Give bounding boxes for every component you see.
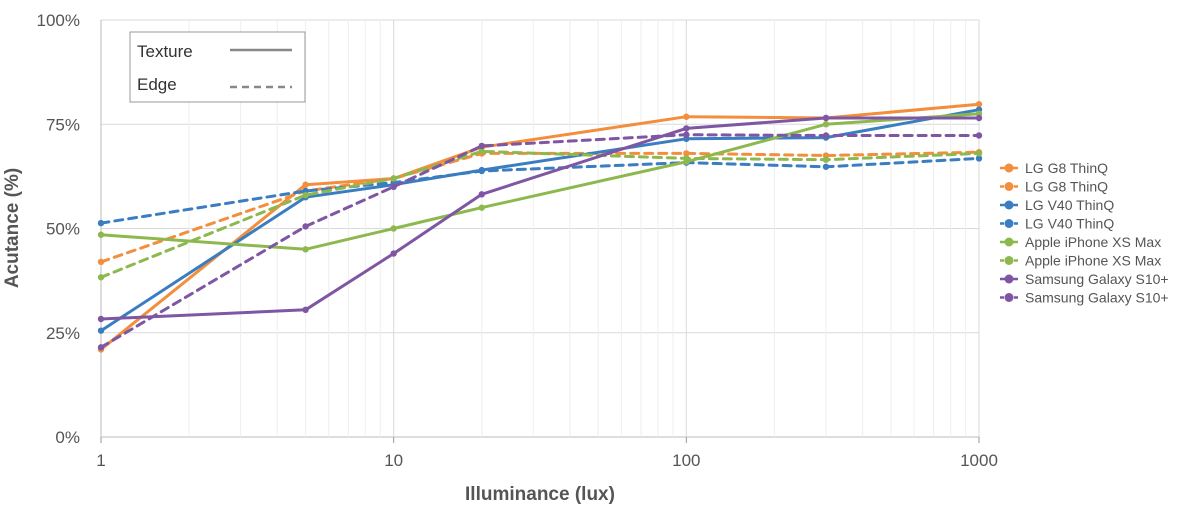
data-point — [302, 181, 309, 188]
data-point — [975, 114, 983, 122]
line-style-legend: Texture Edge — [129, 31, 306, 103]
data-point — [975, 132, 983, 139]
series-lines — [97, 101, 983, 353]
data-point — [390, 175, 397, 182]
legend-entry-label: Samsung Galaxy S10+ — [1025, 290, 1169, 306]
series-line-6 — [99, 116, 981, 321]
data-point — [683, 155, 690, 162]
data-point — [390, 250, 397, 257]
data-point — [390, 183, 397, 190]
style-legend-box — [129, 31, 306, 103]
data-point — [478, 191, 485, 198]
data-point — [683, 113, 690, 120]
y-tick-label: 75% — [46, 115, 80, 134]
legend-entry-label: Apple iPhone XS Max — [1025, 234, 1161, 250]
x-tick-label: 10 — [384, 451, 403, 470]
data-point — [975, 155, 983, 162]
legend-swatch-marker — [1004, 182, 1014, 191]
data-point — [97, 274, 105, 281]
legend-entry-label: LG V40 ThinQ — [1025, 216, 1114, 232]
x-tick-label: 100 — [672, 451, 700, 470]
data-point — [478, 142, 485, 150]
data-point — [97, 231, 105, 238]
y-tick-label: 0% — [55, 428, 80, 447]
data-point — [822, 156, 830, 163]
legend-swatch-marker — [1004, 274, 1014, 284]
data-point — [975, 101, 983, 108]
legend-swatch-marker — [1004, 293, 1014, 302]
data-point — [683, 131, 690, 138]
data-point — [975, 150, 983, 157]
data-point — [478, 204, 485, 211]
data-point — [822, 121, 830, 128]
x-axis-title: Illuminance (lux) — [465, 484, 615, 505]
data-point — [302, 306, 309, 314]
legend-swatch-marker — [1004, 237, 1014, 247]
legend-swatch-marker — [1004, 219, 1014, 228]
data-point — [822, 163, 830, 170]
style-legend-edge-label: Edge — [137, 75, 177, 94]
data-point — [97, 315, 105, 323]
data-point — [390, 225, 397, 232]
data-point — [683, 150, 690, 157]
y-tick-label: 50% — [46, 220, 80, 239]
x-tick-label: 1000 — [960, 451, 998, 470]
y-tick-label: 25% — [46, 324, 80, 343]
legend-entry-label: Apple iPhone XS Max — [1025, 253, 1161, 269]
legend-swatch-marker — [1004, 200, 1014, 210]
data-point — [302, 223, 309, 230]
y-tick-label: 100% — [37, 11, 80, 30]
legend-entry-label: Samsung Galaxy S10+ — [1025, 271, 1169, 287]
style-legend-texture-label: Texture — [137, 42, 193, 61]
data-point — [302, 191, 309, 199]
x-tick-label: 1 — [96, 451, 105, 470]
series-line-5 — [99, 149, 981, 279]
axis-ticks: 0% 25% 50% 75% 100% 1 10 100 1000 — [37, 11, 998, 470]
legend-entry-label: LG G8 ThinQ — [1025, 160, 1108, 176]
data-point — [302, 246, 309, 253]
data-point — [683, 125, 690, 132]
legend-swatch-marker — [1004, 256, 1014, 265]
data-point — [478, 167, 485, 175]
data-point — [97, 327, 105, 334]
y-axis-title: Acutance (%) — [2, 168, 23, 288]
data-point — [97, 219, 105, 227]
data-point — [97, 258, 105, 266]
data-point — [478, 148, 485, 155]
data-point — [822, 132, 830, 139]
series-line-3 — [99, 156, 981, 225]
legend-entry-label: LG V40 ThinQ — [1025, 197, 1114, 213]
data-point — [97, 344, 105, 351]
legend-swatch-marker — [1004, 163, 1014, 173]
data-point — [822, 114, 830, 122]
legend-entry-label: LG G8 ThinQ — [1025, 179, 1108, 195]
series-legend: LG G8 ThinQ LG G8 ThinQ LG V40 ThinQ LG V40… — [1000, 160, 1169, 306]
